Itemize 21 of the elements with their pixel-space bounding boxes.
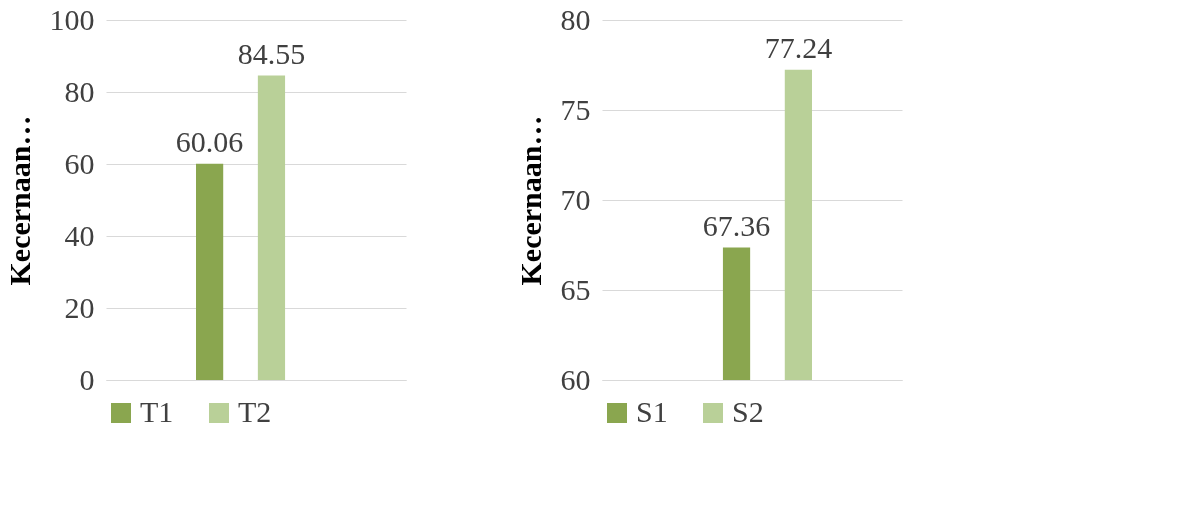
y-tick-label: 80 <box>560 2 591 36</box>
data-label: 84.55 <box>237 36 306 70</box>
y-tick-label: 65 <box>560 272 591 306</box>
y-tick-label: 70 <box>560 182 591 216</box>
legend-label: S1 <box>636 395 668 428</box>
y-axis-title: Kecernaan… <box>2 115 36 286</box>
data-label: 67.36 <box>702 208 771 242</box>
y-tick-label: 40 <box>64 218 95 252</box>
y-tick-label: 60 <box>64 146 95 180</box>
y-axis-title: Kecernaan… <box>513 115 547 286</box>
y-tick-label: 0 <box>79 362 95 396</box>
legend-label: T1 <box>140 395 174 428</box>
legend-label: T2 <box>238 395 272 428</box>
legend-label: S2 <box>732 395 764 428</box>
data-label: 60.06 <box>175 124 244 158</box>
y-tick-label: 60 <box>560 362 591 396</box>
y-tick-label: 75 <box>560 92 591 126</box>
y-tick-label: 100 <box>49 2 95 36</box>
y-tick-label: 80 <box>64 74 95 108</box>
data-label: 77.24 <box>764 30 833 64</box>
y-tick-label: 20 <box>64 290 95 324</box>
